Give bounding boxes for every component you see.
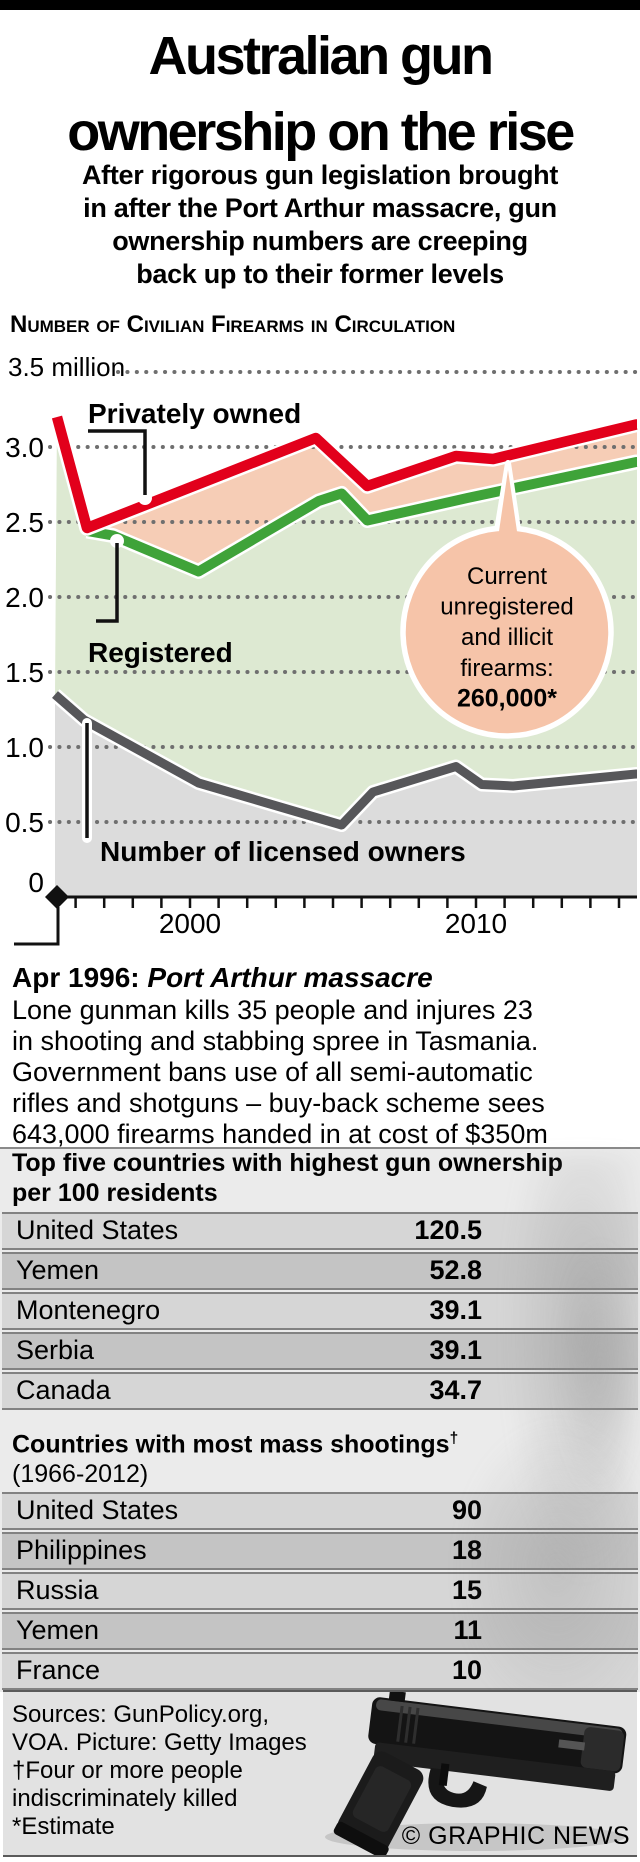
x-axis-label: 2010 — [445, 908, 507, 939]
top-black-bar — [0, 0, 640, 10]
chart-section-title: Number of Civilian Firearms in Circulati… — [10, 311, 456, 338]
y-axis-label: 1.0 — [5, 732, 44, 763]
event-note-body: Lone gunman kills 35 people and injures … — [12, 995, 548, 1149]
page-title-line2: ownership on the rise — [67, 102, 575, 162]
page-subtitle: After rigorous gun legislation brought i… — [81, 160, 559, 289]
callout-text: Current — [467, 563, 547, 590]
table-row: France 10 — [2, 1652, 638, 1690]
privately-owned-leader — [88, 429, 147, 495]
dagger-mark: † — [449, 1430, 459, 1447]
table-row: United States 120.5 — [2, 1212, 638, 1250]
handgun-photo — [325, 1692, 627, 1855]
callout-tail-join — [497, 470, 519, 580]
registered-line — [86, 457, 640, 577]
leader-nub — [138, 491, 152, 505]
event-note-heading: Apr 1996: Port Arthur massacre — [12, 962, 433, 994]
licensed-owners-area — [55, 694, 637, 897]
y-axis-label: 0.5 — [5, 807, 44, 838]
page-title-line1: Australian gun — [148, 26, 494, 86]
y-axis-label: 2.5 — [5, 507, 44, 538]
callout-text: unregistered — [440, 594, 573, 621]
callout-value: 260,000* — [457, 684, 557, 712]
y-axis-label: 1.5 — [5, 657, 44, 688]
table-row: Yemen 11 — [2, 1612, 638, 1650]
sources-note: Sources: GunPolicy.org, VOA. Picture: Ge… — [12, 1701, 307, 1840]
unit-label: 3.5 million — [8, 352, 125, 382]
copyright-credit: © GRAPHIC NEWS — [401, 1822, 630, 1850]
event-leader — [14, 907, 60, 946]
table-row: United States 90 — [2, 1492, 638, 1530]
registered-leader — [96, 543, 119, 623]
callout-text: and illicit — [461, 624, 553, 651]
y-axis-label: 2.0 — [5, 582, 44, 613]
event-date: Apr 1996: — [12, 962, 140, 993]
table-row: Yemen 52.8 — [2, 1252, 638, 1290]
table-row: Montenegro 39.1 — [2, 1292, 638, 1330]
x-axis-label: 2000 — [159, 908, 221, 939]
shootings-table-title: Countries with most mass shootings† (196… — [12, 1430, 459, 1489]
table-row: Canada 34.7 — [2, 1372, 638, 1410]
table-row: Russia 15 — [2, 1572, 638, 1610]
privately-owned-label: Privately owned — [88, 398, 301, 429]
y-axis-label: 0 — [28, 867, 44, 898]
y-axis-label: 3.0 — [5, 432, 44, 463]
registered-label: Registered — [88, 637, 233, 668]
table-row: Philippines 18 — [2, 1532, 638, 1570]
privately-owned-line — [51, 415, 640, 534]
table-row: Serbia 39.1 — [2, 1332, 638, 1370]
page-title: Australian gun ownership on the rise — [0, 18, 640, 170]
ownership-table-title: Top five countries with highest gun owne… — [12, 1149, 563, 1207]
licensed-owners-label: Number of licensed owners — [100, 836, 466, 867]
licensed-owners-line — [52, 691, 640, 830]
callout-text: firearms: — [460, 655, 553, 682]
event-diamond-marker — [45, 885, 69, 909]
event-name: Port Arthur massacre — [147, 962, 433, 993]
leader-nub — [110, 534, 124, 548]
